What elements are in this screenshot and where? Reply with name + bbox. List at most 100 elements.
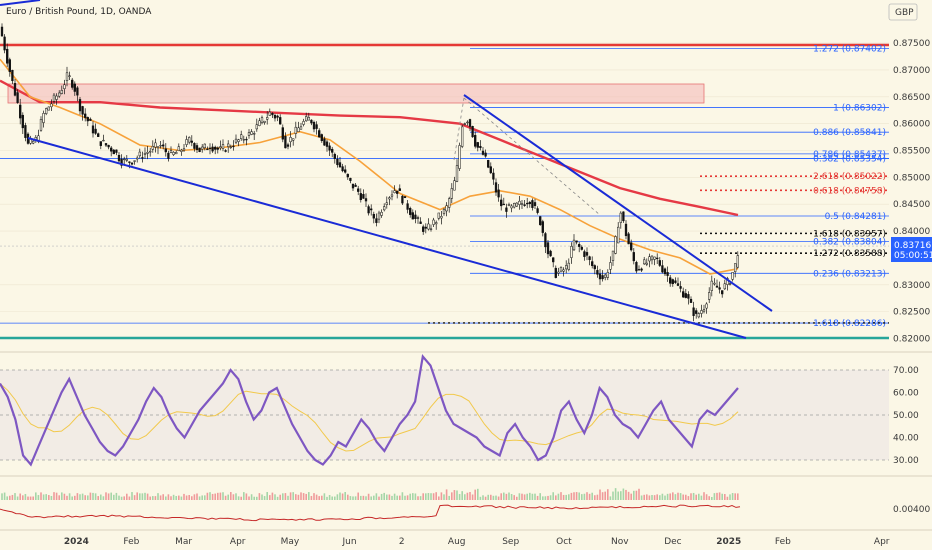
volume-bar bbox=[461, 491, 463, 500]
volume-bar bbox=[664, 495, 666, 500]
volume-bar bbox=[1, 493, 3, 500]
volume-bar bbox=[539, 493, 541, 500]
currency-badge[interactable] bbox=[888, 3, 918, 21]
fibonacci-levels: 1.272 (0.87402) 1 (0.86302) 0.886 (0.85841… bbox=[0, 44, 889, 329]
candle-body bbox=[307, 117, 310, 121]
candle-body bbox=[663, 268, 667, 275]
candle-body bbox=[645, 262, 648, 265]
volume-bar bbox=[661, 493, 664, 500]
candle-body bbox=[648, 256, 651, 262]
candle-body bbox=[544, 233, 547, 248]
volume-bar bbox=[92, 492, 94, 500]
candle-body bbox=[19, 104, 22, 119]
candle-body bbox=[201, 146, 204, 150]
candle-body bbox=[315, 124, 318, 129]
price-tick-label: 0.86000 bbox=[893, 120, 930, 130]
candle-body bbox=[354, 184, 357, 187]
candle-body bbox=[16, 92, 19, 103]
candle-body bbox=[341, 166, 344, 172]
currency-label: GBP bbox=[895, 8, 914, 18]
volume-bar bbox=[365, 496, 367, 500]
fib-level-label: 0.786 (0.85437) bbox=[813, 150, 886, 160]
candle-body bbox=[546, 242, 550, 255]
volume-bar bbox=[209, 492, 211, 500]
candle-body bbox=[455, 165, 459, 182]
price-tick-label: 0.85000 bbox=[893, 173, 930, 183]
candle-body bbox=[565, 265, 568, 270]
candle-body bbox=[567, 262, 570, 270]
candle-body bbox=[271, 113, 274, 116]
volume-bar bbox=[705, 494, 708, 500]
volume-bar bbox=[469, 492, 471, 500]
candle-body bbox=[624, 223, 628, 237]
candle-body bbox=[266, 117, 269, 120]
volume-bar bbox=[380, 493, 383, 500]
wedge-lower-trendline[interactable] bbox=[27, 137, 747, 339]
candle-body bbox=[692, 307, 695, 316]
volume-bar bbox=[604, 491, 606, 500]
candle-body bbox=[458, 145, 461, 169]
candle-body bbox=[523, 204, 526, 206]
fib-level-label: 0.382 (0.85354) bbox=[813, 154, 886, 164]
candle-body bbox=[718, 287, 721, 290]
volume-bar bbox=[529, 492, 531, 500]
volume-bar bbox=[131, 492, 133, 500]
volume-bar bbox=[427, 493, 430, 500]
candle-body bbox=[146, 151, 149, 154]
volume-bar bbox=[45, 494, 47, 500]
candle-body bbox=[21, 114, 24, 129]
volume-bar bbox=[547, 495, 549, 500]
volume-bar bbox=[625, 489, 627, 500]
candle-body bbox=[344, 169, 347, 173]
volume-bar bbox=[640, 495, 643, 500]
volume-bar bbox=[165, 496, 167, 500]
candle-body bbox=[390, 194, 394, 197]
candle-body bbox=[557, 271, 560, 274]
volume-bar bbox=[516, 496, 518, 500]
candle-body bbox=[580, 246, 583, 250]
volume-bar bbox=[334, 496, 336, 500]
candle-body bbox=[442, 208, 446, 214]
candle-body bbox=[346, 173, 349, 178]
volume-bar bbox=[167, 494, 170, 500]
volume-bar bbox=[71, 496, 73, 500]
volume-bar bbox=[66, 495, 68, 500]
candle-body bbox=[385, 202, 388, 205]
candle-body bbox=[497, 189, 500, 198]
volume-bar bbox=[282, 493, 284, 500]
candle-body bbox=[214, 146, 217, 150]
fib-level-label: 1.272 (0.87402) bbox=[813, 44, 886, 54]
time-tick-label: 2024 bbox=[64, 537, 89, 547]
volume-bar bbox=[503, 492, 505, 500]
candle-body bbox=[637, 269, 641, 271]
volume-bar bbox=[357, 492, 359, 500]
volume-bar bbox=[435, 492, 437, 500]
candle-body bbox=[263, 120, 266, 123]
volume-bar bbox=[555, 495, 557, 500]
candle-body bbox=[370, 208, 373, 211]
wedge-upper-trendline[interactable] bbox=[463, 94, 773, 312]
candle-body bbox=[507, 204, 511, 207]
candle-body bbox=[429, 228, 433, 230]
volume-bar bbox=[87, 495, 89, 500]
candle-body bbox=[440, 216, 443, 219]
candle-body bbox=[687, 294, 690, 299]
candle-body bbox=[99, 141, 102, 146]
volume-bar bbox=[136, 492, 138, 500]
volume-bar bbox=[653, 495, 656, 500]
candle-body bbox=[609, 262, 612, 270]
candle-body bbox=[198, 147, 201, 152]
candle-body bbox=[65, 72, 69, 82]
volume-bar bbox=[256, 496, 258, 500]
candle-body bbox=[86, 117, 89, 122]
candle-body bbox=[528, 202, 531, 205]
fib-level-label: 1.618 (0.82286) bbox=[813, 319, 886, 329]
volume-bar bbox=[633, 490, 635, 500]
volume-bar bbox=[482, 495, 484, 500]
candle-body bbox=[55, 95, 58, 100]
time-tick-label: Apr bbox=[874, 537, 890, 547]
volume-bar bbox=[141, 493, 144, 500]
time-tick-label: 2 bbox=[399, 537, 405, 547]
candle-body bbox=[427, 223, 430, 230]
